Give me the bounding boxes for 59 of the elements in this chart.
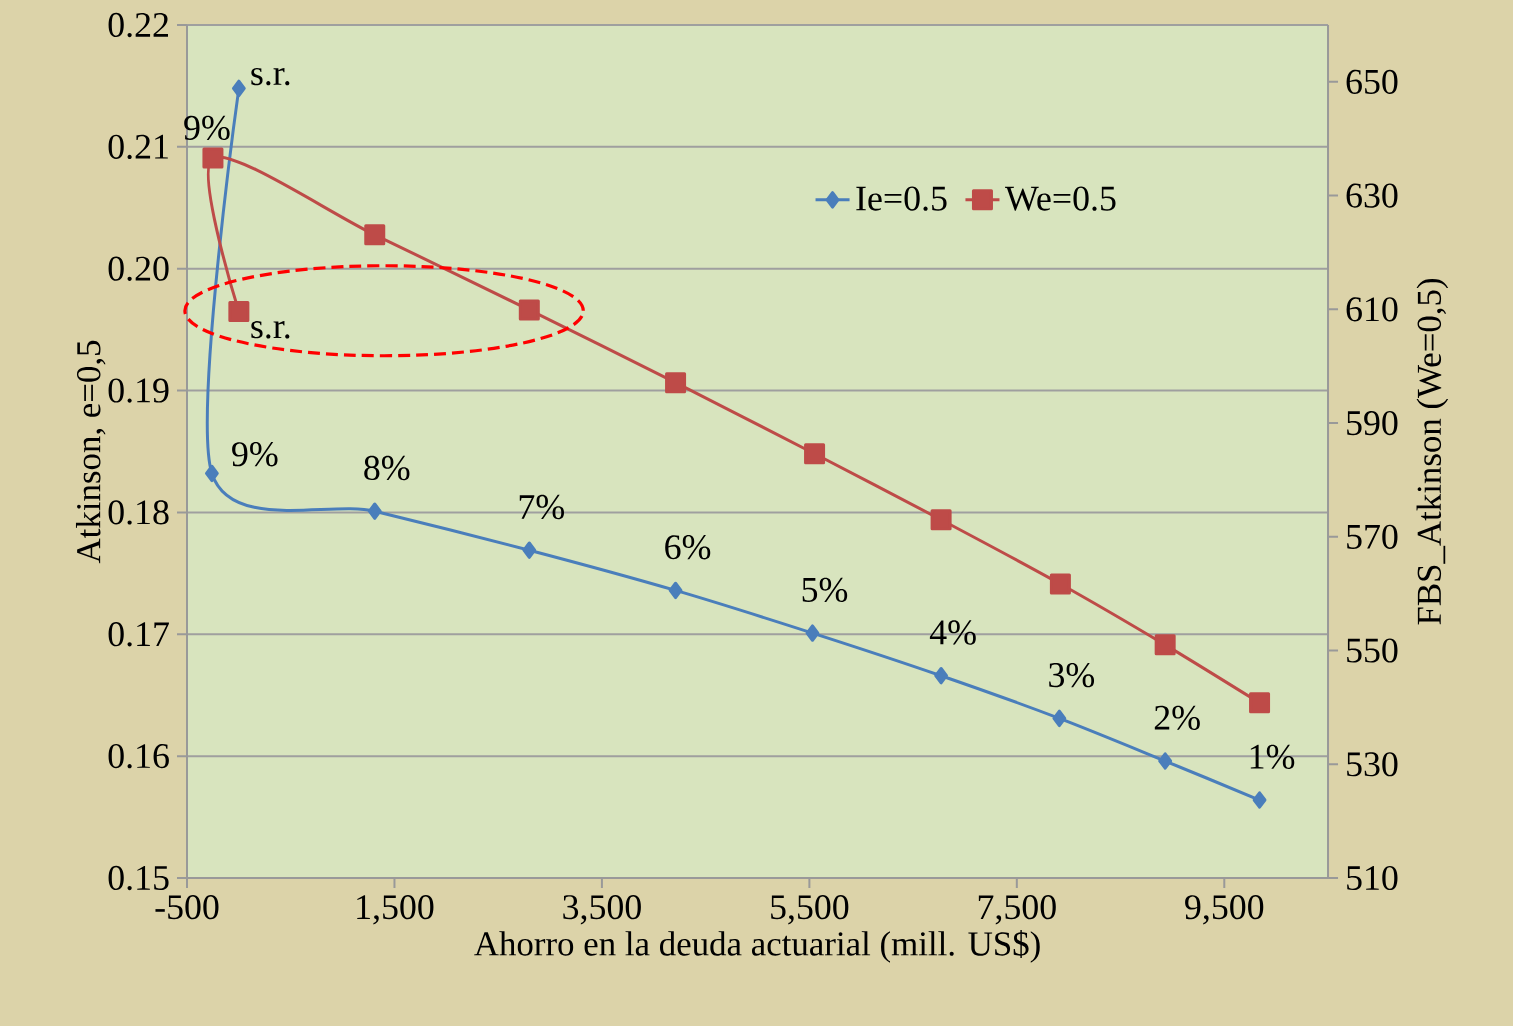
y2-tick-label: 610 [1346,297,1398,322]
y-tick-label: 0.17 [108,622,169,647]
x-tick-label: 5,500 [771,895,849,925]
point [367,502,382,520]
y2-tick-label: 550 [1347,638,1398,663]
point [934,667,949,685]
point [228,301,250,323]
x-tick-label: 3,500 [563,895,641,925]
y2-tick-label: 650 [1346,69,1398,94]
y-tick-label: 0.15 [108,865,169,891]
annotation: 7% [519,494,564,520]
y2-tick-label: 570 [1347,524,1398,549]
point [522,541,537,559]
point [202,147,224,169]
point [204,464,219,483]
x-tick-label: 9,500 [1185,895,1264,925]
y2-tick-label: 530 [1347,752,1398,777]
y2-tick-label: 510 [1347,865,1398,891]
y-tick-label: 0.21 [108,134,168,160]
annotation: 4% [929,620,976,645]
point [1249,692,1271,714]
x-tick-label: -500 [155,895,219,920]
point [1049,573,1071,595]
annotation: 9% [184,115,230,140]
y2-tick-label: 630 [1346,183,1398,208]
annotation: 6% [665,535,711,560]
point [804,443,826,465]
legend-label: Ie=0.5 [856,186,947,211]
y-tick-label: 0.18 [108,500,169,525]
point [665,372,687,394]
annotation: 8% [364,455,410,481]
point [364,224,386,246]
point [1052,709,1067,728]
point [1252,791,1267,809]
x-tick-label: 7,500 [978,895,1056,925]
point [518,299,540,321]
x-tick-label: 1,500 [357,895,434,925]
point [231,79,246,98]
y-tick-label: 0.16 [108,743,169,769]
y-tick-label: 0.20 [108,256,169,281]
point [1158,752,1173,770]
y2-tick-label: 590 [1347,410,1398,436]
point [668,581,683,600]
y2-axis-title: FBS_Atkinson (We=0,5) [1416,278,1449,625]
annotation: s.r. [251,67,290,86]
annotation: s.r. [251,321,290,339]
annotation: 5% [802,577,848,603]
x-axis-title: Ahorro en la deuda actuarial (mill. US$) [474,930,1040,963]
annotation: 3% [1049,663,1095,688]
y-tick-label: 0.22 [108,12,168,38]
point [930,509,952,531]
y-axis-title: Atkinson, e=0,5 [75,340,106,564]
annotation: 2% [1154,705,1200,730]
point [1154,634,1176,656]
annotation: 1% [1250,744,1295,769]
annotation: 9% [232,442,278,467]
y-tick-label: 0.19 [108,378,169,403]
point [805,624,820,642]
legend-label: We=0.5 [1004,186,1116,211]
